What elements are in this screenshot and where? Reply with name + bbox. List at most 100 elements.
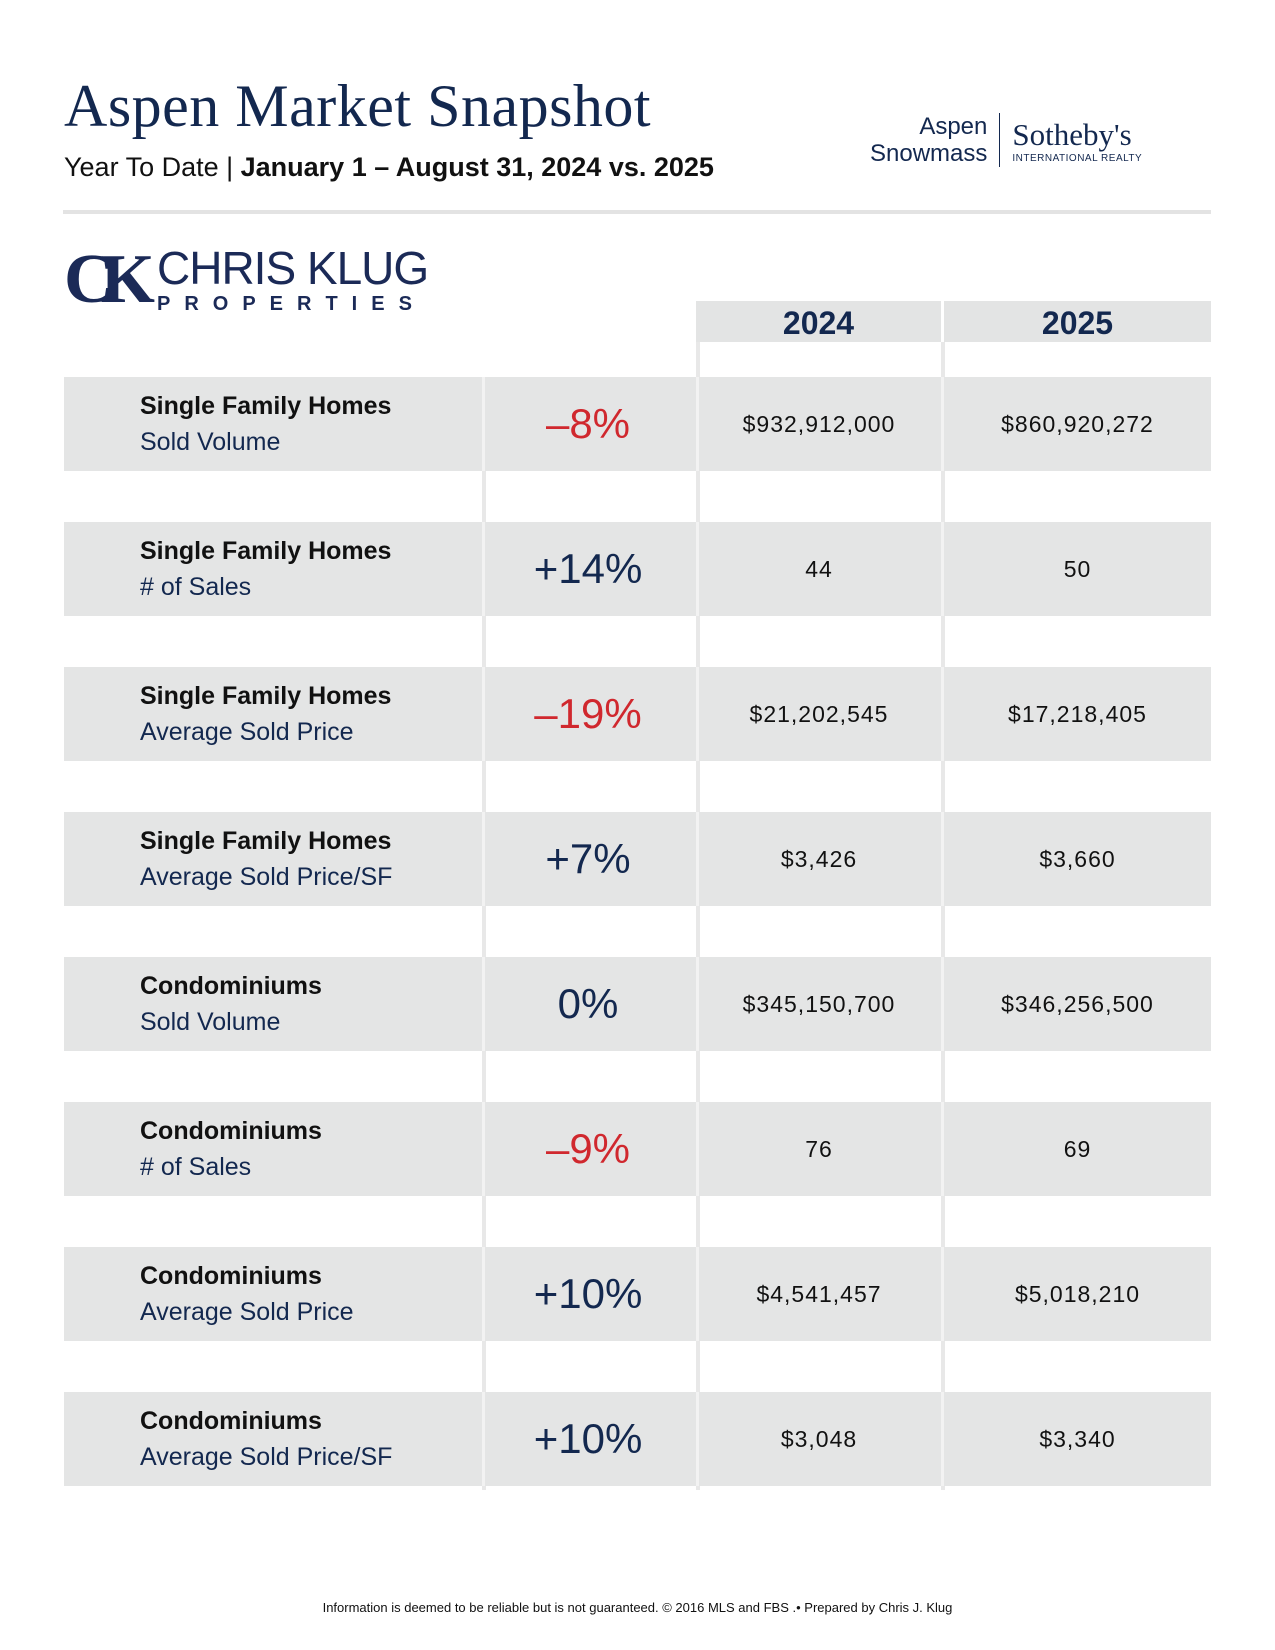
row-category: Condominiums xyxy=(140,1407,322,1435)
cell-divider xyxy=(696,377,699,471)
percent-change: 0% xyxy=(557,980,619,1027)
logo-sub: PROPERTIES xyxy=(157,293,426,315)
table-row: Condominiums Sold Volume 0% $345,150,700 … xyxy=(64,957,1211,1051)
cell-divider xyxy=(482,1247,485,1341)
row-label: Single Family Homes Average Sold Price xyxy=(140,667,391,761)
page-title: Aspen Market Snapshot xyxy=(64,73,652,139)
table-row: Single Family Homes # of Sales +14% 44 50 xyxy=(64,522,1211,616)
cell-divider xyxy=(696,667,699,761)
cell-divider xyxy=(696,1247,699,1341)
subtitle-date-range: January 1 – August 31, 2024 vs. 2025 xyxy=(240,152,714,182)
row-label: Condominiums Average Sold Price/SF xyxy=(140,1392,392,1486)
row-category: Condominiums xyxy=(140,972,322,1000)
header-divider xyxy=(63,210,1211,214)
value-2024: $932,912,000 xyxy=(742,410,896,437)
cell-divider xyxy=(941,1247,944,1341)
table-row: Condominiums Average Sold Price +10% $4,5… xyxy=(64,1247,1211,1341)
row-category: Condominiums xyxy=(140,1117,322,1145)
ck-monogram-icon: CK xyxy=(64,241,155,318)
cell-divider xyxy=(482,957,485,1051)
column-header-2024: 2024 xyxy=(696,301,941,342)
row-metric: Sold Volume xyxy=(140,428,281,456)
percent-change: –19% xyxy=(534,690,642,737)
percent-change: +10% xyxy=(533,1415,643,1462)
value-2025: 50 xyxy=(1063,555,1092,582)
value-2024: $345,150,700 xyxy=(742,990,896,1017)
row-label: Single Family Homes Average Sold Price/SF xyxy=(140,812,392,906)
sothebys-logo: Aspen Snowmass Sotheby's INTERNATIONAL REA… xyxy=(870,113,1142,167)
cell-divider xyxy=(482,1102,485,1196)
value-2024: $3,426 xyxy=(780,845,858,872)
cell-divider xyxy=(941,957,944,1051)
cell-divider xyxy=(696,1392,699,1486)
cell-divider xyxy=(482,667,485,761)
chris-klug-logo: CK CHRIS KLUG PROPERTIES xyxy=(64,241,429,318)
value-2025: $17,218,405 xyxy=(1008,700,1147,727)
table-row: Condominiums # of Sales –9% 76 69 xyxy=(64,1102,1211,1196)
column-divider xyxy=(696,342,700,1490)
row-label: Condominiums Average Sold Price xyxy=(140,1247,354,1341)
row-category: Single Family Homes xyxy=(140,392,392,420)
column-header-2025: 2025 xyxy=(944,301,1211,342)
row-label: Condominiums Sold Volume xyxy=(140,957,322,1051)
row-category: Condominiums xyxy=(140,1262,322,1290)
value-2025: $3,660 xyxy=(1039,845,1116,872)
brand-name: Sotheby's xyxy=(1012,116,1132,152)
cell-divider xyxy=(696,812,699,906)
cell-divider xyxy=(941,1102,944,1196)
value-2025: $860,920,272 xyxy=(1001,410,1154,437)
cell-divider xyxy=(696,957,699,1051)
row-metric: Average Sold Price/SF xyxy=(140,1443,393,1471)
brand-line2: Snowmass xyxy=(870,140,988,167)
row-label: Single Family Homes Sold Volume xyxy=(140,377,391,471)
column-divider xyxy=(941,342,945,1490)
row-label: Single Family Homes # of Sales xyxy=(140,522,391,616)
row-metric: # of Sales xyxy=(140,573,252,601)
value-2024: 76 xyxy=(805,1135,833,1162)
row-metric: Average Sold Price/SF xyxy=(140,863,393,891)
percent-change: +10% xyxy=(533,1270,643,1317)
subtitle-prefix: Year To Date | xyxy=(64,152,241,182)
row-label: Condominiums # of Sales xyxy=(140,1102,322,1196)
value-2025: $5,018,210 xyxy=(1014,1280,1141,1307)
page-subtitle: Year To Date | January 1 – August 31, 20… xyxy=(64,152,714,183)
cell-divider xyxy=(941,377,944,471)
cell-divider xyxy=(696,1102,699,1196)
value-2024: 44 xyxy=(805,555,833,582)
row-metric: Sold Volume xyxy=(140,1008,281,1036)
percent-change: –9% xyxy=(545,1125,631,1172)
value-2025: $3,340 xyxy=(1039,1425,1116,1452)
value-2025: 69 xyxy=(1063,1135,1092,1162)
value-2024: $3,048 xyxy=(780,1425,858,1452)
cell-divider xyxy=(941,522,944,616)
brand-line1: Aspen xyxy=(919,113,988,140)
table-row: Single Family Homes Average Sold Price/SF… xyxy=(64,812,1211,906)
cell-divider xyxy=(482,1392,485,1486)
table-row: Single Family Homes Average Sold Price –1… xyxy=(64,667,1211,761)
row-category: Single Family Homes xyxy=(140,827,392,855)
cell-divider xyxy=(941,667,944,761)
percent-change: –8% xyxy=(545,400,631,447)
row-category: Single Family Homes xyxy=(140,682,392,710)
cell-divider xyxy=(482,812,485,906)
table-row: Condominiums Average Sold Price/SF +10% $… xyxy=(64,1392,1211,1486)
row-metric: Average Sold Price xyxy=(140,1298,354,1326)
brand-tagline: INTERNATIONAL REALTY xyxy=(1012,152,1143,164)
row-category: Single Family Homes xyxy=(140,537,392,565)
cell-divider xyxy=(696,522,699,616)
percent-change: +14% xyxy=(533,545,643,592)
cell-divider xyxy=(941,812,944,906)
cell-divider xyxy=(482,522,485,616)
value-2025: $346,256,500 xyxy=(1001,990,1154,1017)
row-metric: Average Sold Price xyxy=(140,718,354,746)
logo-name: CHRIS KLUG xyxy=(157,242,429,294)
percent-change: +7% xyxy=(545,835,631,882)
cell-divider xyxy=(941,1392,944,1486)
value-2024: $4,541,457 xyxy=(756,1280,882,1307)
value-2024: $21,202,545 xyxy=(749,700,889,727)
table-row: Single Family Homes Sold Volume –8% $932,… xyxy=(64,377,1211,471)
row-metric: # of Sales xyxy=(140,1153,252,1181)
cell-divider xyxy=(482,377,485,471)
disclaimer: Information is deemed to be reliable but… xyxy=(322,1600,953,1615)
